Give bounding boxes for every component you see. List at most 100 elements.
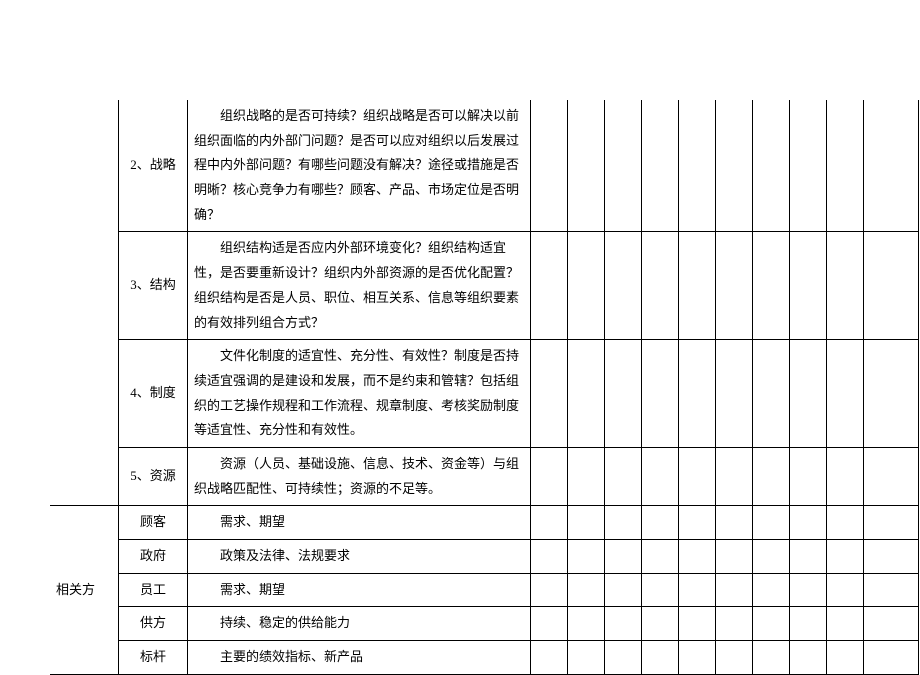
blank-cell [605,447,642,505]
blank-cell [716,232,753,340]
blank-cell [642,506,679,540]
item-cell: 3、结构 [119,232,188,340]
blank-cell [679,340,716,448]
blank-cell [642,573,679,607]
blank-cell [531,573,568,607]
blank-cell [790,447,827,505]
blank-cell [568,607,605,641]
blank-cell [642,100,679,232]
item-cell: 4、制度 [119,340,188,448]
blank-cell [568,540,605,574]
item-cell: 员工 [119,573,188,607]
blank-cell [716,447,753,505]
group-cell-related: 相关方 [50,506,119,674]
blank-cell [531,232,568,340]
blank-cell [679,540,716,574]
blank-cell [531,641,568,675]
blank-cell [827,447,864,505]
desc-cell: 文件化制度的适宜性、充分性、有效性？制度是否持续适宜强调的是建设和发展，而不是约… [188,340,531,448]
blank-cell [864,232,919,340]
blank-cell [642,607,679,641]
blank-cell [790,506,827,540]
assessment-table: 2、战略 组织战略的是否可持续？组织战略是否可以解决以前组织面临的内外部门问题？… [50,100,919,675]
blank-cell [531,540,568,574]
blank-cell [605,232,642,340]
blank-cell [864,540,919,574]
blank-cell [753,573,790,607]
blank-cell [531,447,568,505]
blank-cell [605,607,642,641]
table-row: 2、战略 组织战略的是否可持续？组织战略是否可以解决以前组织面临的内外部门问题？… [50,100,919,232]
blank-cell [531,607,568,641]
blank-cell [790,573,827,607]
blank-cell [753,607,790,641]
blank-cell [568,447,605,505]
blank-cell [568,641,605,675]
blank-cell [605,340,642,448]
table-row: 4、制度 文件化制度的适宜性、充分性、有效性？制度是否持续适宜强调的是建设和发展… [50,340,919,448]
blank-cell [716,540,753,574]
blank-cell [642,232,679,340]
blank-cell [716,607,753,641]
blank-cell [679,573,716,607]
desc-cell: 主要的绩效指标、新产品 [188,641,531,675]
blank-cell [827,340,864,448]
blank-cell [827,232,864,340]
blank-cell [679,447,716,505]
desc-cell: 需求、期望 [188,506,531,540]
blank-cell [568,232,605,340]
blank-cell [864,641,919,675]
blank-cell [568,100,605,232]
item-cell: 顾客 [119,506,188,540]
blank-cell [753,641,790,675]
blank-cell [827,540,864,574]
blank-cell [531,340,568,448]
item-cell: 政府 [119,540,188,574]
desc-cell: 资源（人员、基础设施、信息、技术、资金等）与组织战略匹配性、可持续性；资源的不足… [188,447,531,505]
blank-cell [753,232,790,340]
blank-cell [716,641,753,675]
blank-cell [679,641,716,675]
blank-cell [679,100,716,232]
blank-cell [790,340,827,448]
item-cell: 5、资源 [119,447,188,505]
desc-cell: 政策及法律、法规要求 [188,540,531,574]
item-cell: 供方 [119,607,188,641]
blank-cell [605,506,642,540]
blank-cell [790,607,827,641]
blank-cell [864,573,919,607]
desc-cell: 持续、稳定的供给能力 [188,607,531,641]
table-row: 5、资源 资源（人员、基础设施、信息、技术、资金等）与组织战略匹配性、可持续性；… [50,447,919,505]
blank-cell [753,506,790,540]
blank-cell [605,641,642,675]
blank-cell [790,540,827,574]
desc-cell: 需求、期望 [188,573,531,607]
blank-cell [531,506,568,540]
blank-cell [864,100,919,232]
blank-cell [827,100,864,232]
blank-cell [827,573,864,607]
table-row: 标杆 主要的绩效指标、新产品 [50,641,919,675]
blank-cell [827,607,864,641]
table-row: 供方 持续、稳定的供给能力 [50,607,919,641]
blank-cell [716,100,753,232]
item-cell: 标杆 [119,641,188,675]
blank-cell [753,100,790,232]
blank-cell [642,340,679,448]
blank-cell [605,573,642,607]
blank-cell [568,340,605,448]
table-row: 政府 政策及法律、法规要求 [50,540,919,574]
blank-cell [605,100,642,232]
desc-cell: 组织结构适是否应内外部环境变化？组织结构适宜性，是否要重新设计？组织内外部资源的… [188,232,531,340]
blank-cell [531,100,568,232]
blank-cell [790,641,827,675]
blank-cell [605,540,642,574]
blank-cell [679,607,716,641]
blank-cell [864,506,919,540]
blank-cell [753,540,790,574]
item-cell: 2、战略 [119,100,188,232]
blank-cell [790,232,827,340]
blank-cell [864,340,919,448]
blank-cell [716,573,753,607]
blank-cell [679,232,716,340]
